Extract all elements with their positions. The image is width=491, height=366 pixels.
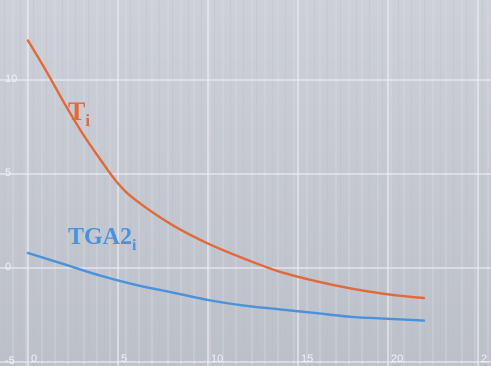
series-label-main: T xyxy=(68,97,85,126)
background-stripe xyxy=(125,0,127,366)
x-tick-label: 0 xyxy=(31,353,37,365)
background-stripe xyxy=(62,0,63,366)
background-stripe xyxy=(172,0,173,366)
series-line-ti xyxy=(26,39,426,300)
background-stripe xyxy=(4,0,5,366)
background-stripe xyxy=(167,0,169,366)
series-label-main: TGA2 xyxy=(68,224,132,250)
y-tick-label: 0 xyxy=(5,261,11,273)
background-stripe xyxy=(25,0,27,366)
background-stripe xyxy=(293,0,295,366)
background-stripe xyxy=(382,0,383,366)
y-tick-label: 5 xyxy=(5,167,11,179)
series-line-tga2i xyxy=(26,251,426,322)
background-stripe xyxy=(356,0,357,366)
x-tick-label: 5 xyxy=(121,353,127,365)
background-stripe xyxy=(335,0,337,366)
background-stripe xyxy=(369,0,370,366)
x-tick-label: 2 xyxy=(481,353,487,365)
background-stripe xyxy=(54,0,56,366)
background-stripe xyxy=(419,0,421,366)
background-stripe xyxy=(46,0,47,366)
background-stripe xyxy=(33,0,34,366)
background-stripe xyxy=(403,0,405,366)
background-stripe xyxy=(398,0,399,366)
y-tick-label: -5 xyxy=(5,355,15,366)
background-stripe xyxy=(482,0,483,366)
series-label-subscript: i xyxy=(132,237,137,254)
background-stripe xyxy=(377,0,379,366)
background-stripe xyxy=(138,0,140,366)
background-stripe xyxy=(214,0,215,366)
background-stripe xyxy=(96,0,98,366)
background-stripe xyxy=(193,0,195,366)
background-stripe xyxy=(327,0,328,366)
background-stripe xyxy=(272,0,273,366)
x-tick-label: 15 xyxy=(301,353,313,365)
background-stripe xyxy=(340,0,341,366)
background-stripe xyxy=(474,0,476,366)
background-stripe xyxy=(432,0,434,366)
x-tick-label: 10 xyxy=(211,353,223,365)
series-label-subscript: i xyxy=(85,111,90,130)
background-stripe xyxy=(146,0,147,366)
background-stripe xyxy=(230,0,231,366)
background-stripe xyxy=(159,0,160,366)
background-stripe xyxy=(306,0,308,366)
background-stripe xyxy=(256,0,257,366)
background-stripe xyxy=(348,0,350,366)
background-stripe xyxy=(180,0,182,366)
background-stripe xyxy=(188,0,189,366)
background-stripe xyxy=(88,0,89,366)
background-stripe xyxy=(243,0,244,366)
background-stripe xyxy=(222,0,224,366)
background-stripe xyxy=(251,0,253,366)
series-label-ti: Ti xyxy=(68,97,90,130)
background-stripe xyxy=(390,0,392,366)
series-lines xyxy=(26,39,426,322)
background-stripe xyxy=(20,0,21,366)
background-stripe xyxy=(264,0,266,366)
background-stripe xyxy=(314,0,315,366)
x-tick-label: 20 xyxy=(391,353,403,365)
y-tick-label: 10 xyxy=(5,73,17,85)
background-stripe xyxy=(277,0,279,366)
series-label-tga2i: TGA2i xyxy=(68,224,137,254)
background-stripe xyxy=(319,0,321,366)
background-stripe xyxy=(41,0,43,366)
background-stripe xyxy=(461,0,463,366)
background-stripe xyxy=(453,0,454,366)
background-stripe xyxy=(361,0,363,366)
tick-labels: -5 0 5 10 0 5 10 15 20 2 xyxy=(5,73,487,366)
background-stripe xyxy=(130,0,131,366)
background-stripe xyxy=(209,0,211,366)
background-stripe xyxy=(285,0,286,366)
background-stripe xyxy=(75,0,76,366)
background-stripe xyxy=(411,0,412,366)
background-stripe xyxy=(109,0,111,366)
background-stripe xyxy=(104,0,105,366)
background-stripe xyxy=(424,0,425,366)
background-stripe xyxy=(151,0,153,366)
background-stripe xyxy=(201,0,202,366)
background-stripe xyxy=(83,0,85,366)
background-stripe xyxy=(466,0,467,366)
background-stripe xyxy=(445,0,447,366)
background-stripes xyxy=(4,0,489,366)
background-stripe xyxy=(67,0,69,366)
background-stripe xyxy=(487,0,489,366)
background-stripe xyxy=(12,0,14,366)
background-stripe xyxy=(440,0,441,366)
background-stripe xyxy=(235,0,237,366)
